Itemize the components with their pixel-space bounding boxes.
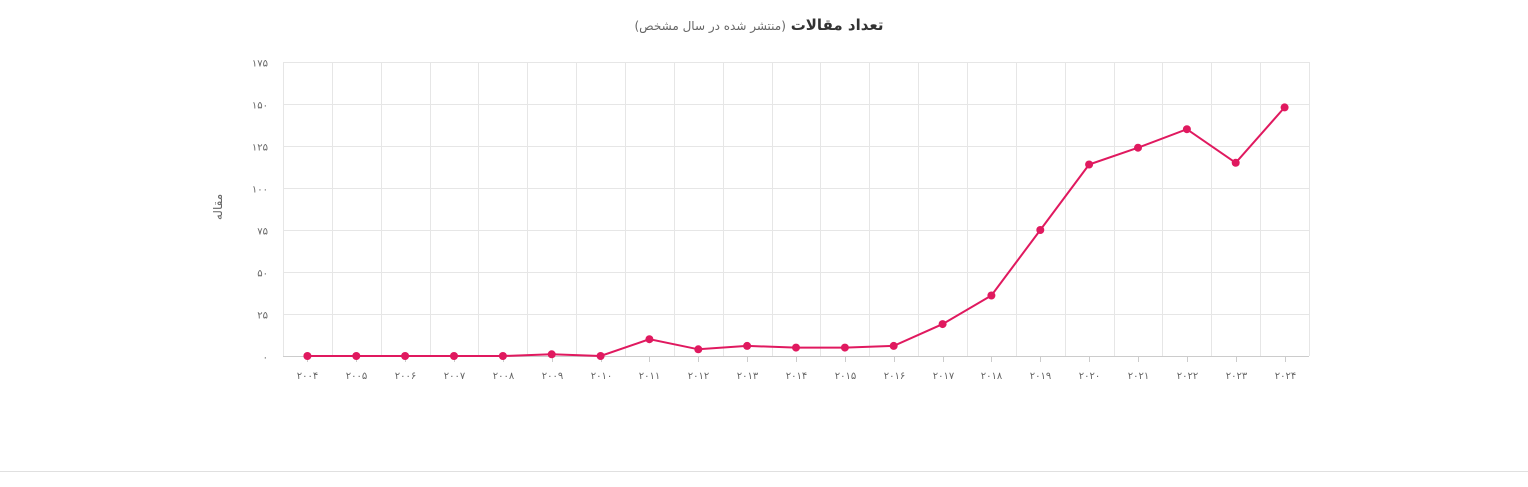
data-point[interactable] xyxy=(1036,226,1045,234)
x-tick-label: ۲۰۰۶ xyxy=(395,371,416,382)
data-point[interactable] xyxy=(938,320,947,329)
x-tick-label: ۲۰۰۸ xyxy=(493,371,515,382)
grid-layer xyxy=(283,62,1310,357)
data-point[interactable] xyxy=(547,350,556,359)
y-tick-label: ۷۵ xyxy=(257,227,268,238)
y-tick-label: ۰ xyxy=(263,353,268,364)
x-tick-label: ۲۰۱۶ xyxy=(884,371,905,382)
x-tick-label: ۲۰۱۷ xyxy=(933,371,955,382)
x-tick-label: ۲۰۰۹ xyxy=(542,371,563,382)
x-tick-label: ۲۰۱۹ xyxy=(1030,371,1051,382)
x-tick-label: ۲۰۰۵ xyxy=(346,371,367,382)
x-tick-label: ۲۰۱۳ xyxy=(737,371,759,382)
data-point[interactable] xyxy=(645,335,654,344)
data-point[interactable] xyxy=(1134,143,1142,152)
data-point[interactable] xyxy=(792,343,800,352)
y-axis-label: مقاله xyxy=(211,194,225,220)
bottom-divider xyxy=(0,471,1528,472)
x-tick-label: ۲۰۱۱ xyxy=(639,371,660,382)
data-point[interactable] xyxy=(889,341,898,350)
chart-subtitle: (منتشر شده در سال مشخص) xyxy=(634,19,786,33)
x-tick-label: ۲۰۱۵ xyxy=(835,371,856,382)
x-tick-label: ۲۰۲۳ xyxy=(1226,371,1248,382)
y-tick-label: ۱۰۰ xyxy=(252,185,268,196)
data-point[interactable] xyxy=(352,352,361,360)
y-tick-label: ۵۰ xyxy=(257,269,268,280)
x-axis: ۲۰۰۴ ۲۰۰۵ ۲۰۰۶ ۲۰۰۷ ۲۰۰۸ ۲۰۰۹ ۲۰۱۰ ۲۰۱۱ ۲۰۱۲ ۲۰۱۳… xyxy=(283,356,1309,382)
data-point[interactable] xyxy=(987,291,996,300)
series-layer xyxy=(303,103,1289,360)
y-tick-label: ۲۵ xyxy=(257,311,268,322)
data-point[interactable] xyxy=(1231,158,1240,167)
x-tick-label: ۲۰۲۲ xyxy=(1177,371,1198,382)
data-point[interactable] xyxy=(840,343,849,352)
x-tick-label: ۲۰۱۸ xyxy=(981,371,1003,382)
data-point[interactable] xyxy=(303,352,312,360)
x-tick-label: ۲۰۲۱ xyxy=(1128,371,1149,382)
x-tick-label: ۲۰۱۰ xyxy=(591,371,612,382)
data-point[interactable] xyxy=(498,352,507,360)
data-point[interactable] xyxy=(1182,125,1191,134)
chart-title: تعداد مقالات (منتشر شده در سال مشخص) xyxy=(0,16,1518,34)
data-point[interactable] xyxy=(450,352,458,360)
chart-title-main: تعداد مقالات xyxy=(790,16,884,34)
data-point[interactable] xyxy=(743,341,752,350)
data-point[interactable] xyxy=(1085,160,1094,169)
y-tick-label: ۱۵۰ xyxy=(252,101,268,112)
x-tick-label: ۲۰۱۲ xyxy=(688,371,709,382)
x-tick-label: ۲۰۰۴ xyxy=(297,371,318,382)
x-tick-label: ۲۰۱۴ xyxy=(786,371,807,382)
data-point[interactable] xyxy=(694,345,703,354)
x-tick-label: ۲۰۲۰ xyxy=(1079,371,1100,382)
y-tick-label: ۱۲۵ xyxy=(252,143,268,154)
data-point[interactable] xyxy=(1280,103,1289,112)
y-axis: ۰ ۲۵ ۵۰ ۷۵ ۱۰۰ ۱۲۵ ۱۵۰ ۱۷۵ xyxy=(252,59,268,364)
x-tick-label: ۲۰۰۷ xyxy=(444,371,466,382)
data-point[interactable] xyxy=(401,352,410,360)
x-tick-label: ۲۰۲۴ xyxy=(1275,371,1296,382)
data-point[interactable] xyxy=(596,352,605,360)
y-tick-label: ۱۷۵ xyxy=(252,59,268,70)
